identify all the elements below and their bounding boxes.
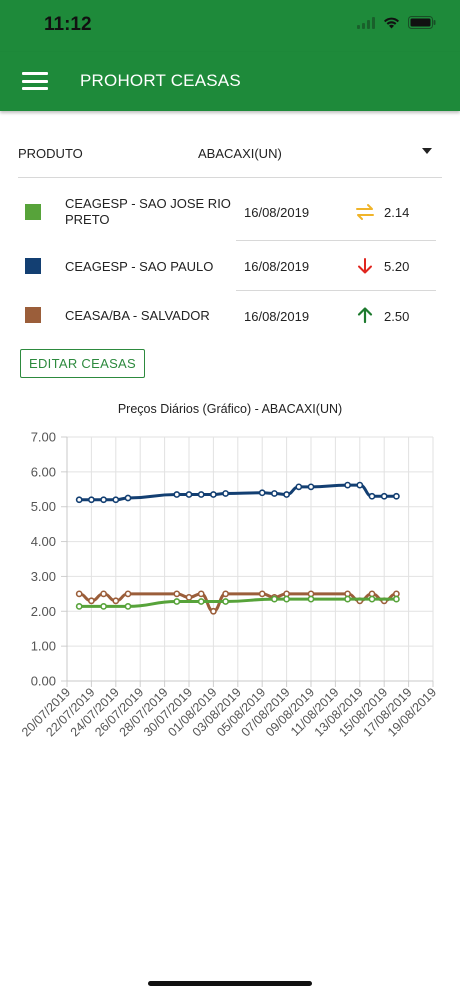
ceasa-color-swatch <box>25 204 41 220</box>
data-point <box>307 590 315 598</box>
data-point <box>112 496 120 504</box>
data-point <box>197 491 205 498</box>
data-point <box>173 491 181 498</box>
produto-label: PRODUTO <box>18 146 83 161</box>
arrow-up-icon <box>357 307 373 324</box>
data-point <box>112 597 120 605</box>
editar-ceasas-button[interactable]: EDITAR CEASAS <box>20 349 145 378</box>
battery-icon <box>408 16 436 29</box>
data-point <box>344 590 351 598</box>
y-tick-label: 1.00 <box>31 639 56 654</box>
data-point <box>124 494 132 502</box>
ceasa-date: 16/08/2019 <box>244 309 310 324</box>
data-point <box>88 597 95 605</box>
ceasa-color-swatch <box>25 258 41 274</box>
data-point <box>185 491 193 498</box>
data-point <box>295 483 303 491</box>
ceasa-name: CEAGESP - SAO PAULO <box>65 259 214 274</box>
ceasa-name: CEASA/BA - SALVADOR <box>65 308 210 323</box>
ceasa-price: 2.50 <box>384 309 410 324</box>
app-title: PROHORT CEASAS <box>80 71 241 90</box>
data-point <box>75 496 83 504</box>
data-point <box>75 603 83 610</box>
data-point <box>283 595 290 603</box>
data-point <box>197 598 205 605</box>
ceasa-name: CEAGESP - SAO JOSE RIO PRETO <box>65 196 231 227</box>
data-point <box>124 603 132 610</box>
data-point <box>392 595 400 603</box>
data-point <box>270 595 278 603</box>
produto-row: PRODUTO ABACAXI(UN) <box>18 132 442 178</box>
data-point <box>197 590 205 598</box>
status-icons <box>357 16 436 29</box>
data-point <box>222 598 229 605</box>
ceasa-price: 2.14 <box>384 205 410 220</box>
wifi-icon <box>384 17 399 29</box>
data-point <box>307 595 315 603</box>
data-point <box>88 496 95 504</box>
ceasa-row: CEAGESP - SAO JOSE RIO PRETO 16/08/2019 … <box>18 192 442 241</box>
chart-title: Preços Diários (Gráfico) - ABACAXI(UN) <box>117 402 343 416</box>
data-point <box>380 492 388 500</box>
ceasa-date: 16/08/2019 <box>244 205 310 220</box>
y-tick-label: 2.00 <box>31 604 56 619</box>
signal-icon <box>357 16 375 29</box>
data-point <box>283 590 290 598</box>
y-tick-label: 3.00 <box>31 569 56 584</box>
data-point <box>209 607 217 615</box>
status-bar: 11:12 <box>0 0 460 52</box>
data-point <box>368 492 376 500</box>
data-point <box>124 590 132 598</box>
data-point <box>270 490 278 497</box>
status-time: 11:12 <box>44 14 92 35</box>
data-point <box>222 490 229 497</box>
data-point <box>100 496 107 504</box>
data-point <box>173 590 181 598</box>
y-tick-label: 5.00 <box>31 499 56 514</box>
data-point <box>185 593 193 601</box>
data-point <box>100 590 107 598</box>
row-divider <box>236 240 436 241</box>
app-bar: PROHORT CEASAS <box>0 52 460 111</box>
produto-value: ABACAXI(UN) <box>198 146 282 161</box>
hamburger-menu-icon[interactable] <box>22 69 48 93</box>
data-point <box>258 489 266 497</box>
data-point <box>100 603 107 610</box>
data-point <box>75 590 83 598</box>
home-indicator <box>148 981 312 986</box>
data-point <box>368 595 376 603</box>
price-line-chart: 7.006.005.004.003.002.001.000.0020/07/20… <box>19 430 439 740</box>
y-tick-label: 4.00 <box>31 534 56 549</box>
data-point <box>222 590 229 598</box>
data-point <box>356 481 364 489</box>
data-point <box>173 598 181 605</box>
produto-dropdown[interactable]: ABACAXI(UN) <box>198 132 442 176</box>
data-point <box>368 590 376 598</box>
y-tick-label: 7.00 <box>31 430 56 445</box>
data-point <box>344 481 351 489</box>
ceasa-date: 16/08/2019 <box>244 259 310 274</box>
data-point <box>392 492 400 500</box>
swap-arrows-icon <box>356 204 374 220</box>
row-divider <box>236 290 436 291</box>
data-point <box>392 590 400 598</box>
ceasa-row: CEASA/BA - SALVADOR 16/08/2019 2.50 <box>18 291 442 340</box>
data-point <box>344 595 351 603</box>
data-point <box>209 491 217 498</box>
arrow-down-icon <box>358 258 372 274</box>
data-point <box>283 491 290 498</box>
dropdown-caret-icon <box>422 148 432 154</box>
data-point <box>258 590 266 598</box>
ceasa-color-swatch <box>25 307 41 323</box>
data-point <box>307 483 315 491</box>
y-tick-label: 0.00 <box>31 674 56 689</box>
y-tick-label: 6.00 <box>31 464 56 479</box>
ceasa-price: 5.20 <box>384 259 410 274</box>
ceasa-row: CEAGESP - SAO PAULO 16/08/2019 5.20 <box>18 242 442 291</box>
